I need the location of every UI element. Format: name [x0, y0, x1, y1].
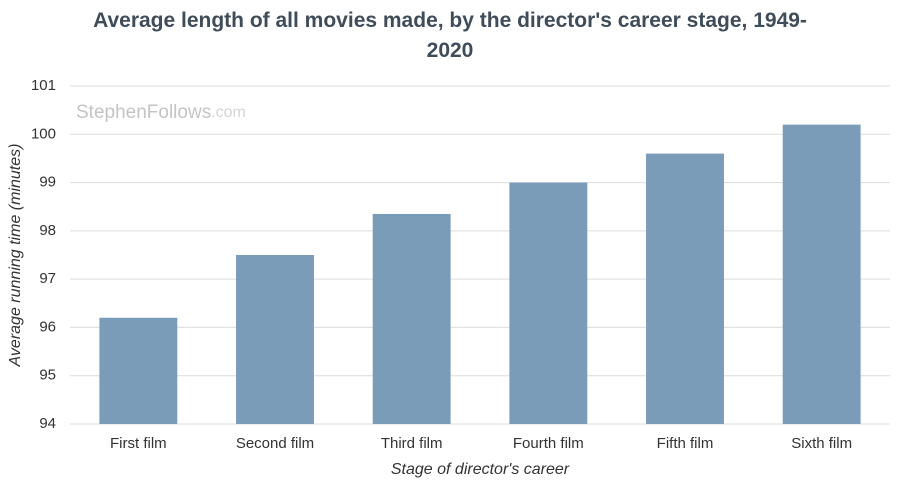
bar: [236, 255, 314, 424]
y-tick-label: 94: [39, 415, 56, 432]
bar: [372, 213, 451, 424]
bar: [646, 153, 724, 424]
x-tick-label: Fourth film: [513, 435, 584, 452]
watermark-suffix: .com: [211, 104, 246, 121]
x-tick-label: Second film: [236, 435, 314, 452]
y-axis-label: Average running time (minutes): [7, 144, 24, 368]
watermark-name: StephenFollows: [76, 102, 211, 123]
y-tick-label: 96: [39, 318, 56, 335]
y-tick-label: 97: [39, 270, 56, 287]
y-tick-label: 100: [31, 125, 56, 142]
x-tick-label: Fifth film: [657, 435, 714, 452]
x-tick-label: Sixth film: [791, 435, 852, 452]
bar: [509, 182, 588, 424]
bar: [782, 124, 861, 424]
x-tick-label: First film: [110, 435, 167, 452]
x-tick-label: Third film: [381, 435, 443, 452]
y-tick-label: 98: [39, 222, 56, 239]
bar: [99, 317, 178, 424]
watermark: StephenFollows.com: [76, 102, 246, 123]
y-tick-label: 101: [31, 77, 56, 94]
y-tick-label: 99: [39, 174, 56, 191]
y-tick-label: 95: [39, 367, 56, 384]
chart-title: Average length of all movies made, by th…: [93, 9, 807, 62]
x-axis-label: Stage of director's career: [391, 461, 570, 478]
